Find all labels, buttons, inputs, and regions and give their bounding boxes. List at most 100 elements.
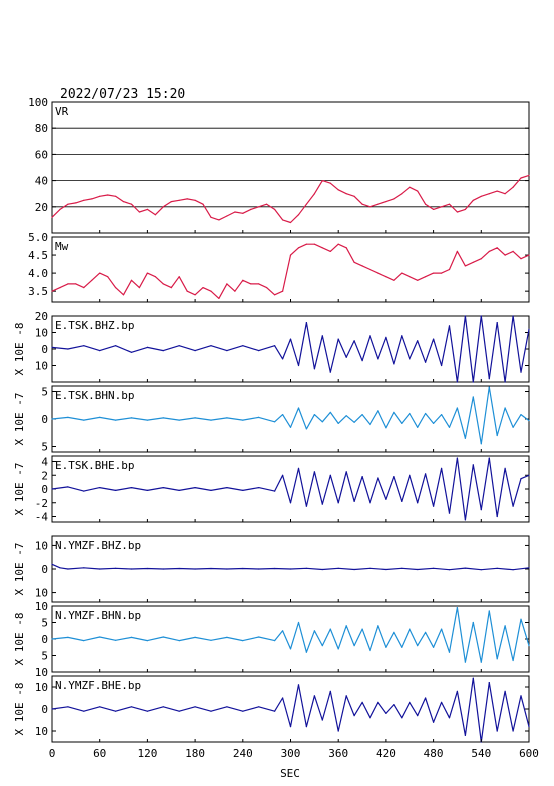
data-point bbox=[305, 203, 307, 205]
data-point bbox=[274, 294, 276, 296]
data-point bbox=[297, 364, 300, 367]
data-point bbox=[91, 279, 93, 281]
data-point bbox=[353, 195, 355, 197]
y-tick-label: 10 bbox=[35, 666, 48, 679]
data-point bbox=[194, 199, 196, 201]
data-point bbox=[377, 203, 379, 205]
data-point bbox=[289, 426, 292, 428]
data-point bbox=[337, 502, 339, 504]
x-tick-label: 240 bbox=[233, 747, 253, 760]
data-point bbox=[520, 371, 522, 373]
data-point bbox=[305, 567, 307, 569]
data-point bbox=[441, 206, 443, 208]
data-point bbox=[353, 340, 355, 342]
data-point bbox=[210, 710, 212, 712]
y-tick-label: 3.5 bbox=[28, 285, 48, 298]
data-point bbox=[369, 717, 371, 719]
data-point bbox=[194, 706, 196, 708]
data-point bbox=[464, 315, 466, 317]
data-point bbox=[409, 186, 411, 188]
data-point bbox=[321, 568, 323, 571]
data-point bbox=[369, 268, 371, 271]
data-point bbox=[504, 625, 506, 627]
y-tick-label: 40 bbox=[35, 175, 48, 188]
data-point bbox=[122, 201, 125, 203]
data-point bbox=[512, 659, 514, 662]
data-point bbox=[138, 287, 140, 289]
data-point bbox=[51, 563, 53, 565]
data-point bbox=[353, 261, 355, 263]
data-point bbox=[226, 283, 228, 285]
data-point bbox=[329, 371, 331, 373]
panel-frame bbox=[51, 236, 530, 303]
data-point bbox=[417, 279, 419, 281]
data-point bbox=[472, 261, 474, 263]
mw-panel: 3.5 4.0 4.5 5.0 Mw bbox=[28, 231, 530, 303]
data-point bbox=[393, 279, 395, 281]
data-point bbox=[464, 734, 466, 737]
panel-label: VR bbox=[55, 105, 69, 118]
data-point bbox=[297, 214, 300, 216]
data-point bbox=[210, 489, 212, 491]
data-point bbox=[202, 203, 204, 205]
data-point bbox=[242, 345, 244, 347]
data-point bbox=[425, 697, 427, 699]
data-point bbox=[305, 726, 307, 728]
data-point bbox=[496, 567, 498, 569]
data-point bbox=[83, 287, 85, 289]
data-point bbox=[345, 415, 347, 417]
data-point bbox=[433, 567, 435, 569]
data-point bbox=[369, 649, 371, 652]
data-point bbox=[417, 645, 419, 647]
data-point bbox=[345, 471, 347, 473]
data-point bbox=[472, 677, 474, 679]
data-point bbox=[512, 569, 514, 571]
data-point bbox=[178, 640, 180, 642]
data-point bbox=[528, 174, 530, 176]
data-point bbox=[122, 294, 125, 296]
y-tick-label: 10 bbox=[35, 539, 48, 552]
data-point bbox=[464, 208, 466, 210]
data-point bbox=[210, 419, 212, 421]
series-line bbox=[51, 174, 530, 224]
data-point bbox=[186, 290, 188, 292]
data-point bbox=[99, 706, 101, 708]
data-point bbox=[99, 636, 101, 638]
data-point bbox=[464, 567, 466, 569]
data-point bbox=[433, 272, 435, 274]
data-point bbox=[488, 457, 490, 459]
data-point bbox=[83, 710, 85, 712]
data-point bbox=[146, 640, 148, 642]
x-tick-label: 420 bbox=[376, 747, 396, 760]
data-point bbox=[472, 199, 474, 201]
data-point bbox=[456, 250, 458, 252]
data-point bbox=[107, 194, 109, 196]
data-point bbox=[83, 419, 85, 421]
data-point bbox=[194, 417, 196, 419]
data-point bbox=[115, 567, 117, 569]
panel-label: N.YMZF.BHZ.bp bbox=[55, 539, 141, 552]
y-tick-label: 10 bbox=[35, 681, 48, 694]
data-point bbox=[146, 346, 148, 348]
data-point bbox=[242, 710, 244, 712]
data-point bbox=[282, 290, 284, 292]
data-point bbox=[313, 193, 315, 195]
data-point bbox=[234, 290, 236, 292]
wave-5: 10 5 0 5 10 X 10E -8 N.YMZF.BHN.bp bbox=[13, 600, 530, 679]
data-point bbox=[67, 203, 69, 205]
data-point bbox=[337, 730, 339, 732]
data-point bbox=[274, 567, 276, 570]
data-point bbox=[337, 567, 339, 569]
data-point bbox=[393, 631, 395, 634]
data-point bbox=[162, 283, 164, 285]
data-point bbox=[448, 203, 451, 205]
data-point bbox=[488, 250, 490, 252]
data-point bbox=[496, 190, 498, 192]
y-tick-label: 80 bbox=[35, 122, 48, 135]
x-tick-label: 180 bbox=[185, 747, 205, 760]
data-point bbox=[480, 509, 482, 511]
data-point bbox=[178, 199, 180, 201]
y-tick-label: 10 bbox=[35, 587, 48, 600]
data-point bbox=[115, 287, 117, 289]
data-point bbox=[512, 730, 514, 732]
